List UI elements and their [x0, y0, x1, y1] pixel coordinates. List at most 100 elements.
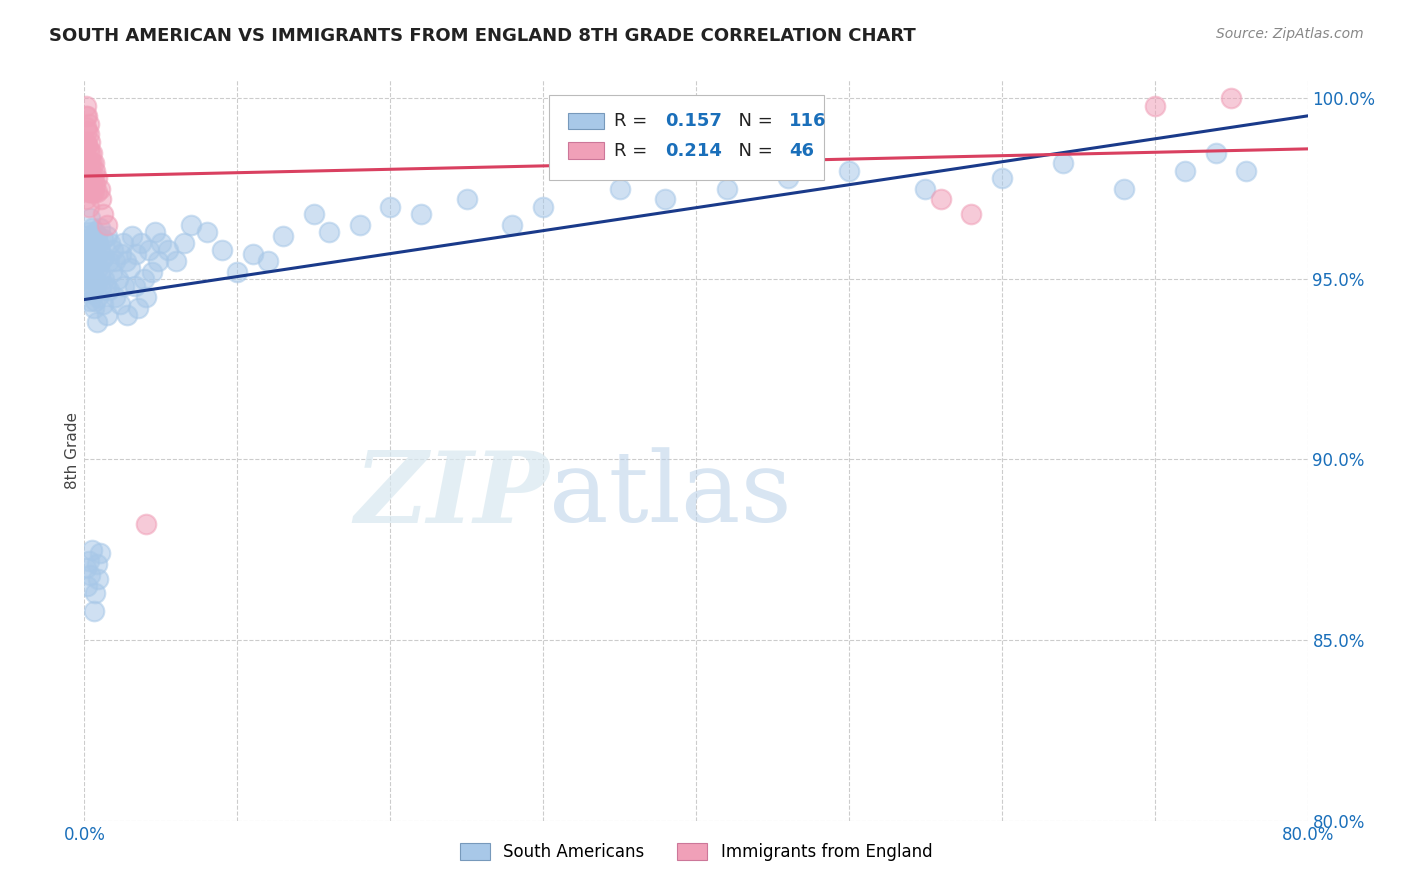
FancyBboxPatch shape — [550, 95, 824, 180]
Text: 0.214: 0.214 — [665, 142, 723, 160]
Point — [110, 246, 132, 260]
Point — [84, 293, 107, 308]
Point — [77, 250, 100, 264]
Point — [86, 250, 108, 264]
Point — [75, 149, 97, 163]
Point — [83, 301, 105, 315]
Point — [960, 207, 983, 221]
Point — [89, 243, 111, 257]
Point — [83, 279, 105, 293]
Point — [79, 156, 101, 170]
Point — [76, 153, 98, 167]
Point — [80, 286, 103, 301]
Point — [107, 272, 129, 286]
Point — [76, 138, 98, 153]
Point — [79, 568, 101, 582]
Point — [97, 283, 120, 297]
Text: Source: ZipAtlas.com: Source: ZipAtlas.com — [1216, 27, 1364, 41]
Point — [75, 120, 97, 135]
Point — [112, 279, 135, 293]
Point — [87, 235, 110, 250]
Point — [1220, 91, 1243, 105]
Point — [90, 253, 112, 268]
Point — [75, 109, 97, 123]
Point — [79, 170, 101, 185]
Point — [97, 253, 120, 268]
Point — [84, 272, 107, 286]
Point — [91, 232, 114, 246]
Point — [93, 250, 115, 264]
Point — [83, 186, 105, 200]
Text: R =: R = — [614, 112, 652, 130]
Point — [76, 253, 98, 268]
Point — [84, 178, 107, 192]
Point — [89, 268, 111, 283]
Point — [271, 228, 294, 243]
Point — [141, 265, 163, 279]
Point — [104, 290, 127, 304]
Point — [211, 243, 233, 257]
Text: R =: R = — [614, 142, 652, 160]
Point — [115, 308, 138, 322]
Point — [349, 218, 371, 232]
Point — [75, 561, 97, 575]
Point — [79, 232, 101, 246]
Point — [86, 170, 108, 185]
Text: ZIP: ZIP — [354, 447, 550, 543]
Text: 46: 46 — [789, 142, 814, 160]
Point — [76, 228, 98, 243]
Point — [75, 163, 97, 178]
Point — [80, 272, 103, 286]
Point — [124, 279, 146, 293]
Text: N =: N = — [727, 112, 778, 130]
Point — [1236, 163, 1258, 178]
Point — [77, 235, 100, 250]
Text: atlas: atlas — [550, 447, 792, 542]
Point — [90, 283, 112, 297]
Point — [125, 246, 148, 260]
Point — [114, 253, 136, 268]
Point — [76, 167, 98, 181]
Point — [75, 193, 97, 207]
Point — [302, 207, 325, 221]
Point — [84, 163, 107, 178]
Point — [75, 135, 97, 149]
Point — [609, 181, 631, 195]
Point — [83, 156, 105, 170]
Point — [1143, 98, 1166, 112]
Point — [86, 276, 108, 290]
Point — [77, 156, 100, 170]
Point — [79, 186, 101, 200]
FancyBboxPatch shape — [568, 113, 605, 129]
Point — [86, 186, 108, 200]
Point — [84, 586, 107, 600]
Point — [87, 261, 110, 276]
Point — [91, 207, 114, 221]
Point — [101, 265, 124, 279]
Point — [96, 218, 118, 232]
Point — [120, 261, 142, 276]
Point — [86, 558, 108, 572]
Point — [75, 243, 97, 257]
Point — [76, 181, 98, 195]
Point — [149, 235, 172, 250]
Point — [79, 211, 101, 225]
Point — [77, 170, 100, 185]
Point — [129, 235, 152, 250]
Point — [104, 253, 127, 268]
Point — [838, 163, 860, 178]
Point — [138, 243, 160, 257]
Point — [90, 193, 112, 207]
Point — [531, 200, 554, 214]
Point — [77, 553, 100, 567]
Point — [929, 193, 952, 207]
Point — [111, 235, 134, 250]
Point — [103, 243, 125, 257]
Point — [257, 253, 280, 268]
Point — [89, 221, 111, 235]
Point — [318, 225, 340, 239]
Point — [96, 308, 118, 322]
Point — [79, 268, 101, 283]
Point — [79, 253, 101, 268]
Point — [79, 239, 101, 253]
